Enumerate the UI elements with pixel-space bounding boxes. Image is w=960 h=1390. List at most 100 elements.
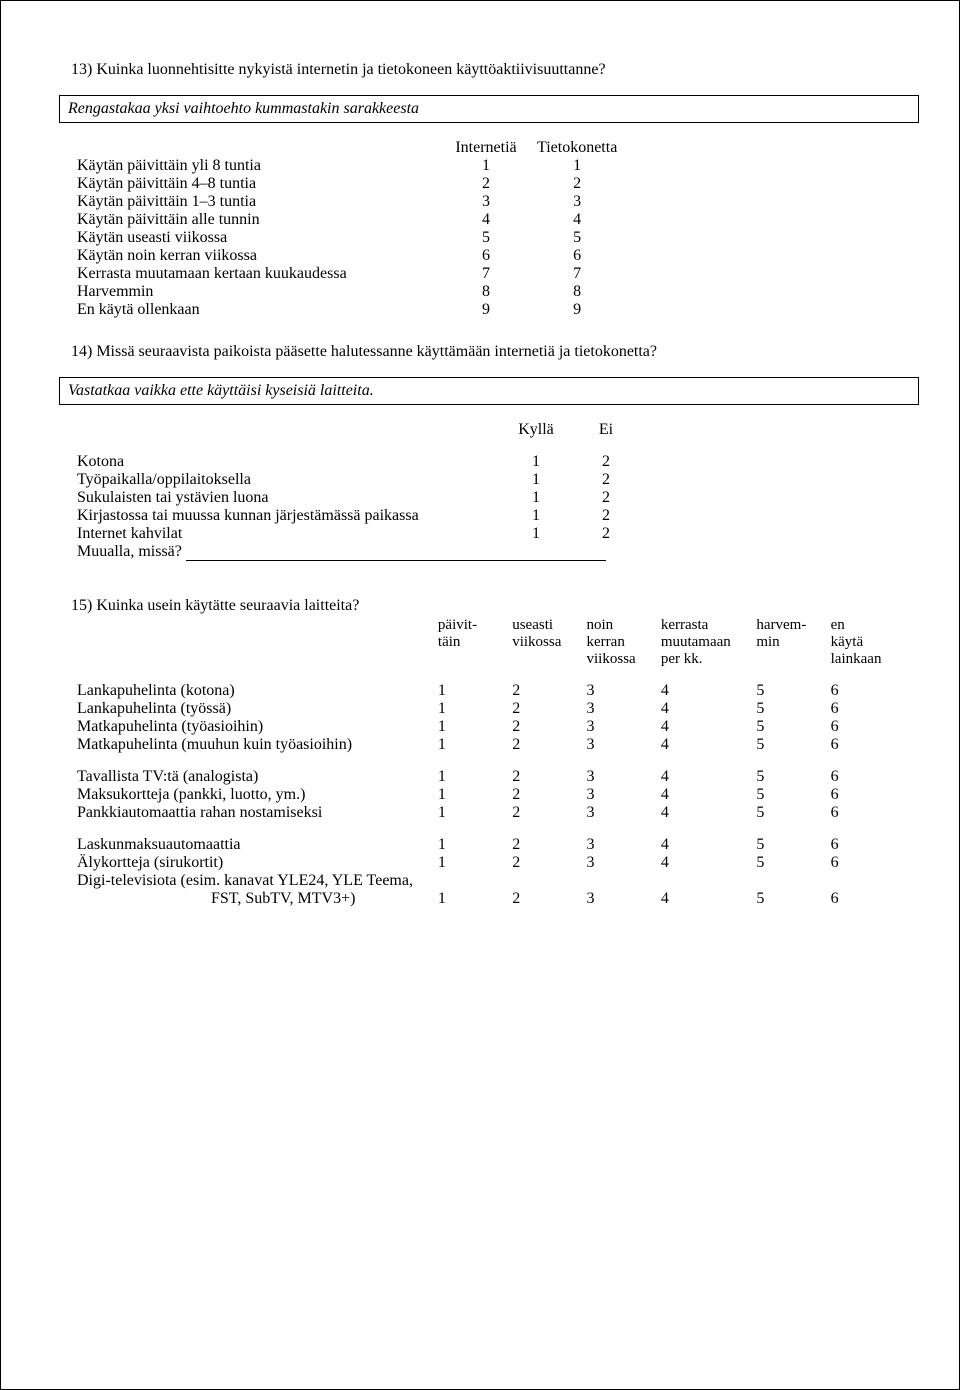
row-value[interactable]: 5 (750, 700, 824, 718)
row-value[interactable]: 3 (441, 193, 531, 211)
row-value[interactable]: 1 (441, 157, 531, 175)
row-value[interactable]: 1 (501, 453, 571, 471)
q14-title: 14) Missä seuraavista paikoista pääsette… (71, 343, 899, 361)
row-label: Matkapuhelinta (muuhun kuin työasioihin) (71, 736, 432, 754)
row-value[interactable]: 6 (825, 700, 899, 718)
row-value[interactable]: 4 (655, 700, 751, 718)
row-value[interactable]: 4 (655, 682, 751, 700)
row-value[interactable]: 3 (581, 804, 655, 822)
row-value[interactable]: 9 (441, 301, 531, 319)
row-value[interactable]: 6 (825, 768, 899, 786)
row-value[interactable]: 1 (432, 700, 506, 718)
row-value[interactable]: 4 (655, 854, 751, 872)
row-value[interactable]: 4 (655, 786, 751, 804)
row-value[interactable]: 1 (501, 471, 571, 489)
row-value[interactable]: 3 (581, 786, 655, 804)
row-value[interactable]: 3 (581, 854, 655, 872)
row-value[interactable]: 2 (571, 471, 641, 489)
row-value[interactable]: 5 (531, 229, 623, 247)
row-value[interactable]: 3 (531, 193, 623, 211)
row-value[interactable]: 1 (432, 854, 506, 872)
row-value[interactable]: 2 (571, 507, 641, 525)
row-value[interactable]: 5 (750, 804, 824, 822)
row-value[interactable]: 4 (655, 836, 751, 854)
row-value[interactable]: 4 (655, 718, 751, 736)
row-value[interactable]: 5 (750, 854, 824, 872)
row-value[interactable]: 1 (432, 768, 506, 786)
row-value[interactable]: 6 (441, 247, 531, 265)
row-value[interactable]: 3 (581, 682, 655, 700)
row-value[interactable]: 6 (825, 682, 899, 700)
row-value[interactable]: 2 (571, 453, 641, 471)
row-value[interactable]: 1 (501, 525, 571, 543)
row-value[interactable]: 1 (432, 890, 506, 908)
row-value[interactable]: 6 (825, 736, 899, 754)
row-value[interactable]: 8 (441, 283, 531, 301)
row-value[interactable]: 6 (825, 786, 899, 804)
row-value[interactable]: 3 (581, 768, 655, 786)
row-value[interactable]: 5 (750, 836, 824, 854)
row-value[interactable]: 2 (506, 736, 580, 754)
row-value[interactable]: 6 (825, 836, 899, 854)
row-value[interactable]: 2 (506, 718, 580, 736)
row-value[interactable]: 6 (825, 854, 899, 872)
row-label: Tavallista TV:tä (analogista) (71, 768, 432, 786)
row-value[interactable]: 6 (531, 247, 623, 265)
row-label: Lankapuhelinta (työssä) (71, 700, 432, 718)
row-value[interactable]: 7 (531, 265, 623, 283)
row-value[interactable]: 2 (506, 768, 580, 786)
row-value[interactable]: 2 (571, 489, 641, 507)
row-value[interactable]: 1 (501, 489, 571, 507)
row-value[interactable]: 4 (655, 736, 751, 754)
row-value[interactable]: 1 (432, 718, 506, 736)
row-value[interactable]: 2 (506, 836, 580, 854)
row-value[interactable]: 3 (581, 736, 655, 754)
row-value[interactable]: 6 (825, 890, 899, 908)
q14-other-input-line[interactable] (186, 545, 606, 561)
row-value[interactable]: 9 (531, 301, 623, 319)
table-row: Käytän useasti viikossa55 (71, 229, 899, 247)
row-value[interactable]: 4 (531, 211, 623, 229)
row-value[interactable]: 2 (571, 525, 641, 543)
row-value[interactable]: 1 (501, 507, 571, 525)
row-value[interactable]: 2 (506, 682, 580, 700)
row-value[interactable]: 3 (581, 718, 655, 736)
row-value[interactable]: 2 (531, 175, 623, 193)
row-value[interactable]: 3 (581, 836, 655, 854)
row-value[interactable]: 5 (441, 229, 531, 247)
row-value[interactable]: 1 (432, 736, 506, 754)
row-value[interactable]: 5 (750, 768, 824, 786)
q13-header-col1: Internetiä (441, 139, 531, 157)
row-value[interactable]: 6 (825, 718, 899, 736)
row-value[interactable]: 2 (506, 700, 580, 718)
row-value[interactable]: 1 (432, 836, 506, 854)
row-value[interactable]: 2 (506, 854, 580, 872)
row-value[interactable]: 4 (655, 804, 751, 822)
row-value[interactable]: 1 (531, 157, 623, 175)
row-value[interactable]: 3 (581, 700, 655, 718)
row-value[interactable]: 4 (441, 211, 531, 229)
row-value[interactable]: 1 (432, 682, 506, 700)
q13-instruction: Rengastakaa yksi vaihtoehto kummastakin … (68, 100, 419, 117)
row-value[interactable]: 6 (825, 804, 899, 822)
row-value[interactable]: 2 (441, 175, 531, 193)
row-value[interactable]: 3 (581, 890, 655, 908)
row-value[interactable]: 5 (750, 786, 824, 804)
row-value[interactable]: 1 (432, 786, 506, 804)
row-value[interactable]: 7 (441, 265, 531, 283)
table-row: FST, SubTV, MTV3+)123456 (71, 890, 899, 908)
row-value[interactable]: 5 (750, 890, 824, 908)
row-value[interactable]: 5 (750, 718, 824, 736)
row-value[interactable]: 5 (750, 736, 824, 754)
row-value[interactable]: 8 (531, 283, 623, 301)
row-value[interactable]: 1 (432, 804, 506, 822)
table-row: Pankkiautomaattia rahan nostamiseksi1234… (71, 804, 899, 822)
row-value[interactable]: 2 (506, 890, 580, 908)
row-value[interactable]: 2 (506, 786, 580, 804)
table-row: Laskunmaksuautomaattia123456 (71, 836, 899, 854)
row-value[interactable]: 2 (506, 804, 580, 822)
row-value[interactable]: 4 (655, 890, 751, 908)
row-value[interactable]: 5 (750, 682, 824, 700)
row-value[interactable]: 4 (655, 768, 751, 786)
table-row: Harvemmin88 (71, 283, 899, 301)
